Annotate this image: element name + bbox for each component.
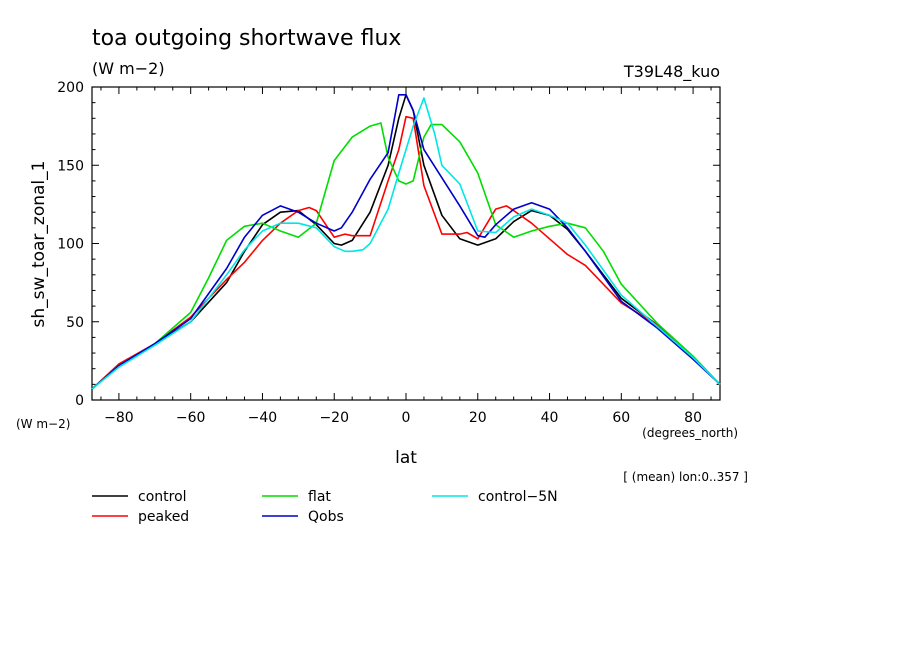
legend-label: control [138, 489, 187, 505]
x-tick-label: −80 [104, 410, 134, 426]
run-label: T39L48_kuo [623, 62, 720, 82]
tick-labels: −80 −60 −40 −20 0 20 40 60 80 0 50 100 150 200 [57, 80, 702, 426]
legend-label: peaked [138, 509, 189, 525]
chart-title: toa outgoing shortwave flux [92, 26, 401, 51]
legend-label: control−5N [478, 489, 558, 505]
x-tick-label: −40 [248, 410, 278, 426]
axis-ticks [92, 86, 720, 401]
x-tick-label: −60 [176, 410, 206, 426]
legend-label: Qobs [308, 509, 344, 525]
series-line-0 [91, 94, 721, 390]
y-tick-label: 150 [57, 158, 84, 174]
chart-subtitle: (W m−2) [92, 59, 165, 78]
y-axis-units: (W m−2) [16, 417, 70, 431]
y-tick-label: 200 [57, 80, 84, 96]
y-tick-label: 50 [66, 315, 84, 331]
x-tick-label: 80 [684, 410, 702, 426]
series-line-4 [91, 97, 721, 390]
x-tick-label: −20 [319, 410, 349, 426]
legend-label: flat [308, 489, 331, 505]
x-tick-label: 0 [402, 410, 411, 426]
legend: control peaked flat Qobs control−5N [92, 489, 558, 525]
series-line-3 [91, 94, 721, 390]
series-lines [91, 94, 721, 390]
x-axis-units: (degrees_north) [642, 426, 738, 440]
x-axis-label: lat [395, 448, 417, 468]
series-line-2 [91, 122, 721, 390]
annotation: [ (mean) lon:0..357 ] [623, 470, 748, 484]
y-tick-label: 100 [57, 237, 84, 253]
y-tick-label: 0 [75, 393, 84, 409]
y-axis-label: sh_sw_toar_zonal_1 [29, 161, 49, 328]
x-tick-label: 60 [612, 410, 630, 426]
plot-frame [91, 86, 721, 401]
x-tick-label: 40 [541, 410, 559, 426]
x-tick-label: 20 [469, 410, 487, 426]
series-line-1 [91, 115, 721, 390]
